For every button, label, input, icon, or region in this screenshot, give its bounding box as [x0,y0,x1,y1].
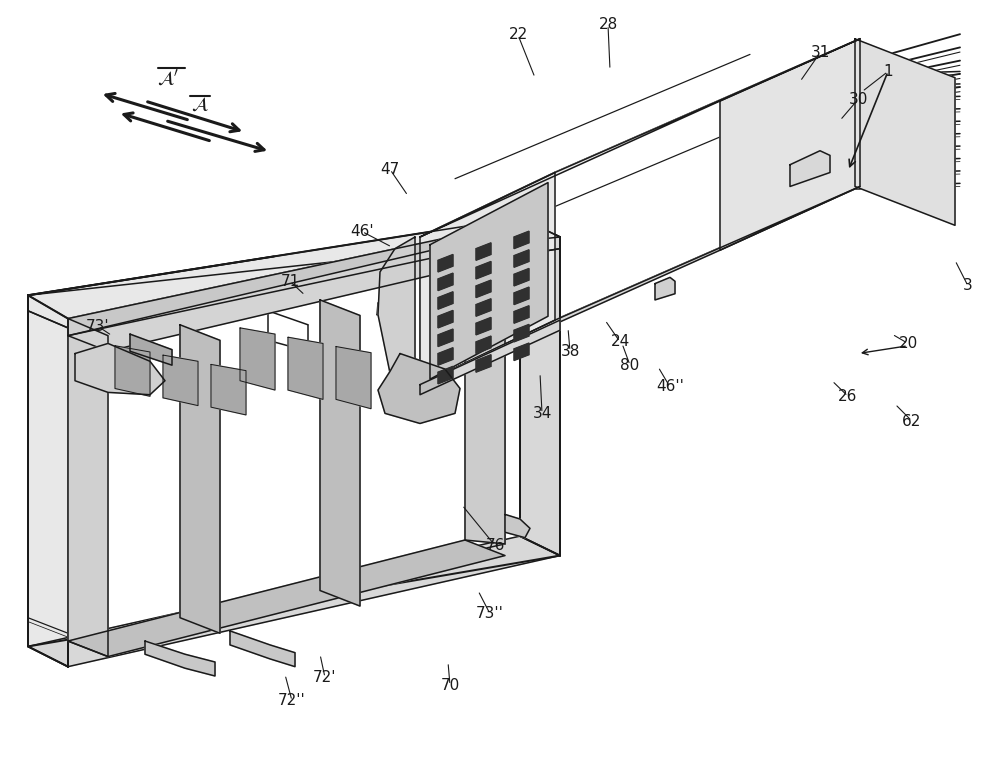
Polygon shape [68,242,505,351]
Text: 72': 72' [313,670,337,685]
Text: 34: 34 [532,406,552,421]
Polygon shape [28,237,560,328]
Polygon shape [505,514,530,538]
Polygon shape [514,232,529,249]
Polygon shape [514,269,529,286]
Polygon shape [465,225,505,544]
Polygon shape [163,355,198,406]
Polygon shape [438,255,453,272]
Polygon shape [476,317,491,335]
Polygon shape [240,328,275,390]
Polygon shape [115,346,150,396]
Text: 3: 3 [963,278,973,294]
Text: 22: 22 [508,27,528,43]
Text: 24: 24 [610,334,630,350]
Polygon shape [476,354,491,372]
Polygon shape [514,305,529,323]
Polygon shape [720,39,860,250]
Polygon shape [438,274,453,291]
Polygon shape [476,299,491,316]
Text: 73': 73' [86,319,110,334]
Polygon shape [28,295,68,667]
Polygon shape [476,242,491,260]
Polygon shape [68,319,108,657]
Polygon shape [28,218,560,328]
Text: 72'': 72'' [278,693,306,709]
Polygon shape [514,343,529,361]
Text: 46'': 46'' [656,379,684,395]
Polygon shape [130,334,172,365]
Text: 20: 20 [898,336,918,351]
Text: 62: 62 [902,413,922,429]
Polygon shape [476,280,491,298]
Polygon shape [75,343,165,395]
Polygon shape [68,225,505,336]
Polygon shape [438,311,453,328]
Polygon shape [438,348,453,365]
Polygon shape [378,237,415,385]
Polygon shape [145,641,215,676]
Polygon shape [288,337,323,399]
Polygon shape [430,183,548,379]
Polygon shape [514,325,529,342]
Text: 73'': 73'' [476,606,504,622]
Polygon shape [438,329,453,347]
Text: 28: 28 [598,17,618,33]
Polygon shape [514,287,529,305]
Text: $\mathcal{A}'$: $\mathcal{A}'$ [157,68,179,88]
Text: 70: 70 [440,678,460,693]
Polygon shape [438,292,453,309]
Polygon shape [655,277,675,300]
Text: 47: 47 [380,162,400,177]
Text: 76: 76 [485,538,505,553]
Polygon shape [211,364,246,415]
Polygon shape [68,540,505,657]
Polygon shape [180,325,220,633]
Polygon shape [230,631,295,667]
Polygon shape [790,151,830,186]
Polygon shape [438,367,453,384]
Polygon shape [320,300,360,606]
Polygon shape [378,354,460,423]
Polygon shape [420,186,860,385]
Text: 31: 31 [810,45,830,61]
Polygon shape [520,218,560,556]
Polygon shape [420,39,860,237]
Text: 80: 80 [620,357,640,373]
Polygon shape [855,39,955,225]
Polygon shape [420,172,555,385]
Polygon shape [420,320,560,395]
Polygon shape [476,261,491,279]
Text: 71: 71 [280,274,300,289]
Text: $\mathcal{A}$: $\mathcal{A}$ [191,96,209,114]
Polygon shape [476,336,491,354]
Text: 30: 30 [848,92,868,107]
Text: 46': 46' [350,224,374,239]
Text: 38: 38 [560,343,580,359]
Text: 26: 26 [838,388,858,404]
Text: 1: 1 [883,64,893,79]
Polygon shape [514,250,529,267]
Polygon shape [28,536,560,667]
Polygon shape [336,347,371,409]
